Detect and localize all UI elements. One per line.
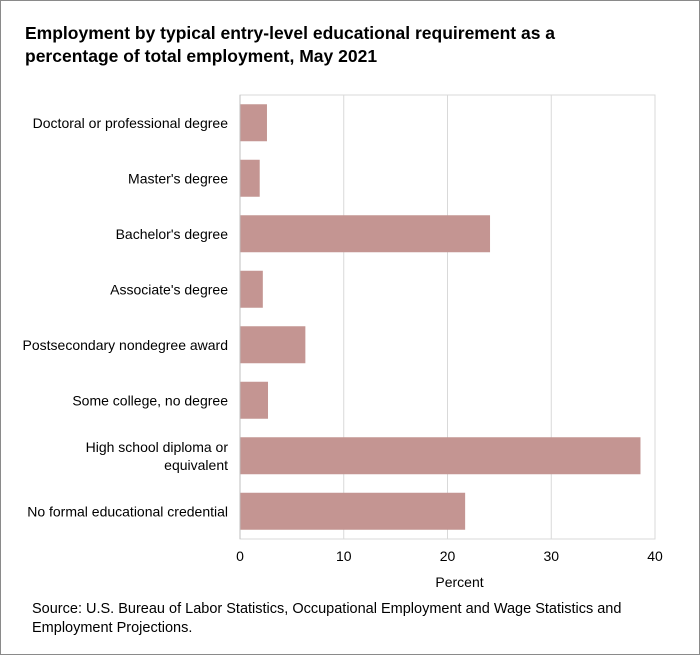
source-note-line-2: Employment Projections. bbox=[32, 620, 193, 636]
chart-title: Employment by typical entry-level educat… bbox=[25, 22, 665, 68]
category-label-2: Bachelor's degree bbox=[116, 226, 229, 242]
bar-0 bbox=[240, 104, 267, 142]
x-tick-label-10: 10 bbox=[336, 548, 352, 564]
category-label-0: Doctoral or professional degree bbox=[33, 115, 229, 131]
category-label-5: Some college, no degree bbox=[72, 392, 228, 408]
bar-1 bbox=[240, 159, 260, 197]
category-label-1: Master's degree bbox=[128, 170, 228, 186]
bar-2 bbox=[240, 215, 491, 253]
x-tick-label-0: 0 bbox=[236, 548, 244, 564]
category-label-7: No formal educational credential bbox=[27, 503, 228, 519]
chart-title-line-2: percentage of total employment, May 2021 bbox=[25, 46, 378, 66]
bar-5 bbox=[240, 381, 269, 419]
category-label-6-line-0: High school diploma or bbox=[86, 439, 229, 455]
x-tick-label-40: 40 bbox=[647, 548, 663, 564]
bar-3 bbox=[240, 270, 263, 308]
category-label-3: Associate's degree bbox=[110, 281, 228, 297]
bar-6 bbox=[240, 437, 641, 475]
source-note-line-1: Source: U.S. Bureau of Labor Statistics,… bbox=[32, 601, 622, 617]
x-tick-label-20: 20 bbox=[440, 548, 456, 564]
category-label-4: Postsecondary nondegree award bbox=[23, 337, 228, 353]
chart-title-line-1: Employment by typical entry-level educat… bbox=[25, 23, 556, 43]
bar-4 bbox=[240, 326, 306, 364]
bar-7 bbox=[240, 492, 466, 530]
x-tick-label-30: 30 bbox=[543, 548, 559, 564]
source-note: Source: U.S. Bureau of Labor Statistics,… bbox=[32, 600, 672, 638]
category-label-6-line-1: equivalent bbox=[164, 457, 228, 473]
x-axis-label: Percent bbox=[435, 574, 483, 590]
